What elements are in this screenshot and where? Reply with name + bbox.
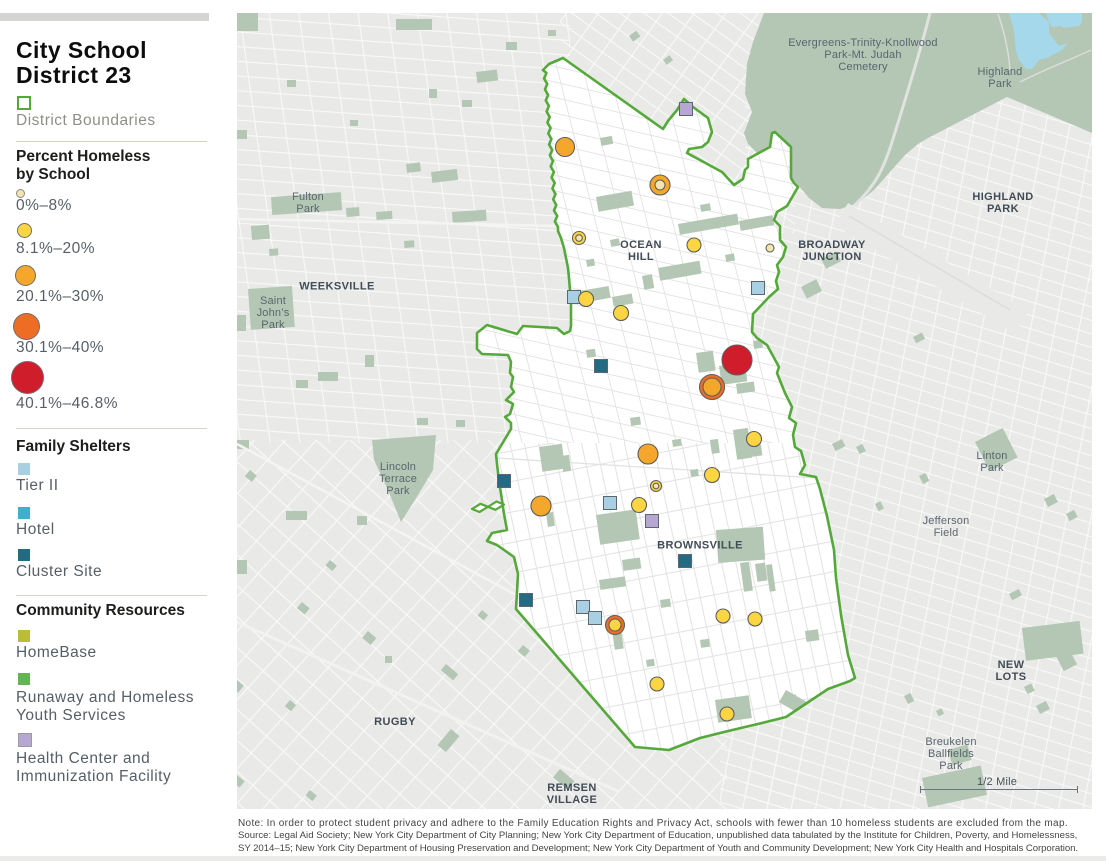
svg-text:BROWNSVILLE: BROWNSVILLE [657,540,743,552]
svg-text:RUGBY: RUGBY [374,716,416,728]
svg-text:1/2 Mile: 1/2 Mile [977,776,1017,788]
svg-text:WEEKSVILLE: WEEKSVILLE [299,281,375,293]
